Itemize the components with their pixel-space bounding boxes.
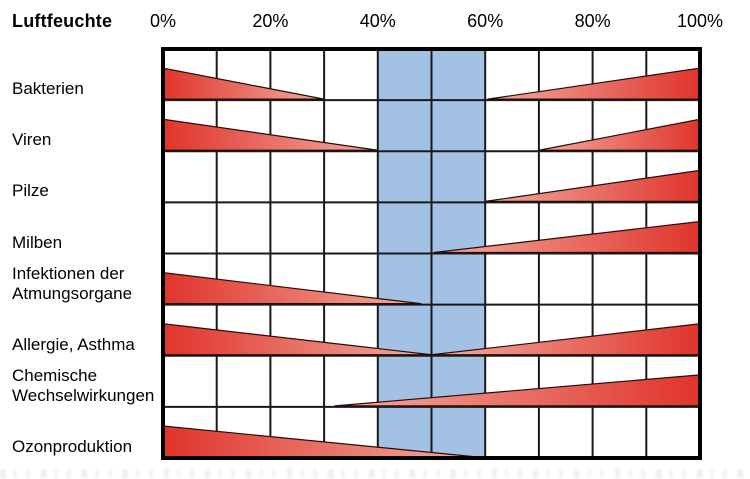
row-label: Infektionen der Atmungsorgane [12, 264, 132, 304]
plot-border [161, 47, 702, 460]
grid-lines [163, 49, 700, 458]
row-label: Ozonproduktion [12, 437, 132, 457]
row-label: Allergie, Asthma [12, 335, 135, 355]
cropped-caption-artifact [0, 469, 750, 478]
row-label: Pilze [12, 181, 49, 201]
row-label-line: Milben [12, 232, 63, 252]
row-label: Viren [12, 130, 51, 150]
axis-tick-label: 60% [467, 11, 504, 31]
row-label-line: Wechselwirkungen [12, 385, 155, 405]
row-label-line: Chemische [12, 365, 98, 385]
row-label-line: Allergie, Asthma [12, 334, 135, 354]
chart-title: Luftfeuchte [12, 11, 113, 31]
wedge-increasing [487, 67, 701, 100]
axis-tick-label: 80% [574, 11, 611, 31]
row-label: Milben [12, 233, 62, 253]
axis-tick-label: 40% [359, 11, 396, 31]
row-label-line: Atmungsorgane [12, 283, 133, 303]
wedge-increasing [538, 118, 701, 151]
row-label: Bakterien [12, 79, 84, 99]
row-label-line: Viren [12, 130, 52, 150]
plot-border-rect [161, 47, 702, 460]
row-label: Chemische Wechselwirkungen [12, 366, 154, 406]
row-label-line: Bakterien [12, 79, 84, 99]
row-label-line: Infektionen der [12, 263, 125, 283]
row-label-line: Pilze [12, 181, 49, 201]
row-label-line: Ozonproduktion [12, 437, 133, 456]
axis-tick-label: 100% [676, 11, 724, 31]
axis-tick-label: 20% [252, 11, 289, 31]
axis-tick-label: 0% [149, 11, 177, 31]
wedge-decreasing [162, 67, 325, 100]
